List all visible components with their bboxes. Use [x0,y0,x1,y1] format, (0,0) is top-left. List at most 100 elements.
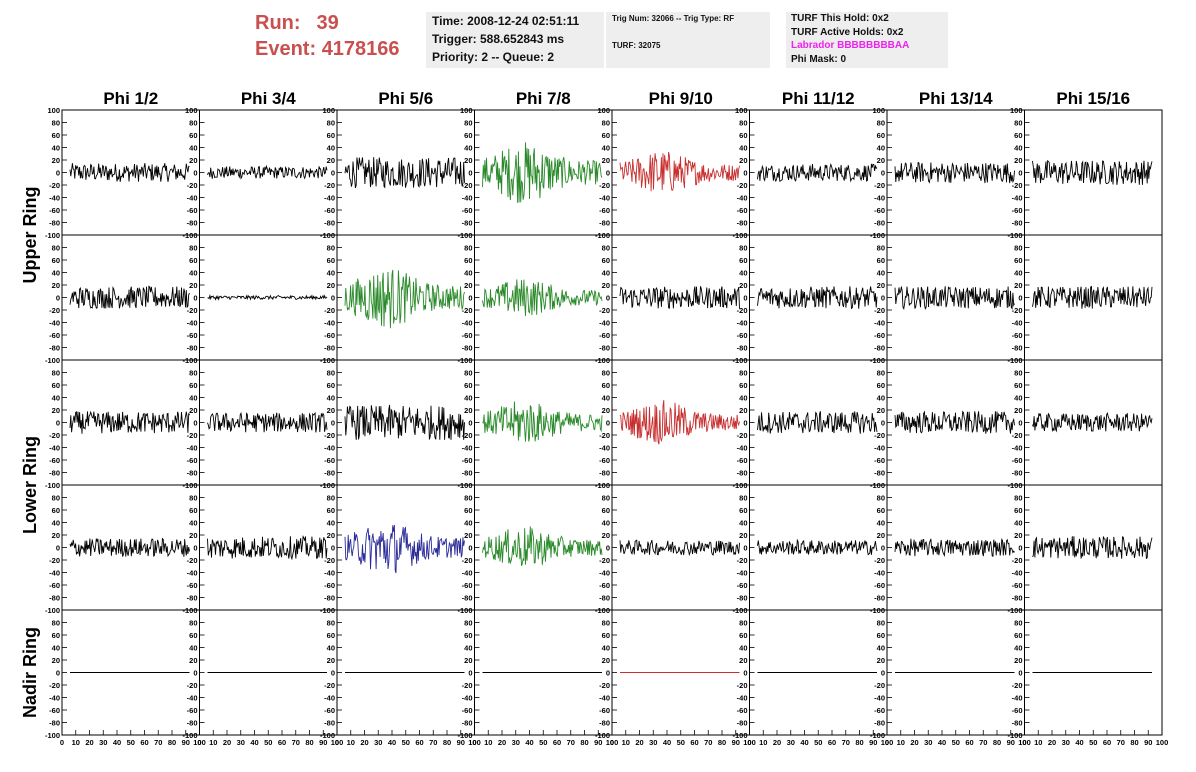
y-tick-label: -80 [462,219,473,228]
column-header: Phi 15/16 [1056,89,1130,108]
y-tick-label: -60 [462,706,473,715]
y-tick-label: -40 [187,569,198,578]
y-tick-label: 0 [1018,294,1022,303]
y-tick-label: -60 [462,331,473,340]
y-tick-label: -60 [462,581,473,590]
y-tick-label: -40 [462,444,473,453]
x-tick-label: 10 [759,738,767,747]
waveform-trace [757,411,878,434]
y-tick-label: 60 [739,506,747,515]
y-tick-label: 0 [743,419,747,428]
x-tick-label: 10 [897,738,905,747]
x-tick-label: 20 [498,738,506,747]
x-tick-label: 0 [747,738,751,747]
x-tick-label: 40 [525,738,533,747]
y-tick-label: 60 [602,381,610,390]
y-tick-label: -80 [1012,719,1023,728]
waveform-trace [1032,411,1153,433]
y-tick-label: 80 [1014,619,1022,628]
y-tick-label: -60 [874,706,885,715]
y-tick-label: -20 [462,431,473,440]
x-tick-label: 80 [305,738,313,747]
y-tick-label: 80 [327,119,335,128]
column-header: Phi 13/14 [919,89,993,108]
waveform-trace [207,293,328,301]
y-tick-label: 20 [464,531,472,540]
y-tick-label: -20 [462,181,473,190]
y-tick-label: 20 [1014,406,1022,415]
y-tick-label: -20 [187,556,198,565]
y-tick-label: 60 [327,381,335,390]
y-tick-label: 20 [877,281,885,290]
y-tick-label: 20 [189,656,197,665]
waveform-trace [619,400,740,445]
y-tick-label: 20 [464,406,472,415]
y-tick-label: 80 [464,119,472,128]
y-tick-label: 20 [602,281,610,290]
y-tick-label: -60 [737,581,748,590]
y-tick-label: 40 [327,394,335,403]
panel-frame [749,359,888,486]
y-tick-label: 20 [739,406,747,415]
y-tick-label: 0 [881,669,885,678]
y-tick-label: 20 [52,406,60,415]
y-tick-label: -40 [462,694,473,703]
y-tick-label: 20 [877,156,885,165]
y-tick-label: 80 [327,369,335,378]
x-tick-label: 0 [197,738,201,747]
y-tick-label: 40 [1014,144,1022,153]
y-tick-label: 40 [739,644,747,653]
y-tick-label: -20 [49,181,60,190]
x-tick-label: 90 [319,738,327,747]
y-tick-label: -40 [737,319,748,328]
y-tick-label: 0 [331,169,335,178]
y-tick-label: 60 [1014,381,1022,390]
x-tick-label: 90 [457,738,465,747]
y-tick-label: 40 [52,269,60,278]
x-tick-label: 0 [60,738,64,747]
y-tick-label: 20 [877,656,885,665]
y-tick-label: 0 [743,294,747,303]
y-tick-label: -40 [462,569,473,578]
y-tick-label: 20 [602,406,610,415]
y-tick-label: -100 [320,731,335,740]
y-tick-label: 40 [877,519,885,528]
y-tick-label: -40 [49,444,60,453]
y-tick-label: -60 [1012,706,1023,715]
y-tick-label: -40 [324,569,335,578]
y-tick-label: -40 [599,194,610,203]
y-tick-label: -60 [737,206,748,215]
x-tick-label: 60 [415,738,423,747]
y-tick-label: 40 [602,519,610,528]
y-tick-label: -40 [737,694,748,703]
y-tick-label: -40 [599,444,610,453]
waveform-trace [1032,285,1153,309]
y-tick-label: 80 [877,119,885,128]
y-tick-label: -20 [324,181,335,190]
y-tick-label: -60 [49,581,60,590]
y-tick-label: 20 [327,156,335,165]
y-tick-label: 60 [1014,631,1022,640]
y-tick-label: -60 [49,706,60,715]
y-tick-label: -60 [49,206,60,215]
y-tick-label: -80 [874,469,885,478]
y-tick-label: -100 [732,731,747,740]
x-tick-label: 50 [539,738,547,747]
y-tick-label: 40 [327,144,335,153]
x-tick-label: 60 [828,738,836,747]
x-tick-label: 50 [264,738,272,747]
y-tick-label: 0 [606,669,610,678]
x-tick-label: 80 [993,738,1001,747]
y-tick-label: 60 [739,256,747,265]
y-tick-label: -60 [874,206,885,215]
y-tick-label: -60 [324,206,335,215]
y-tick-label: 0 [743,544,747,553]
y-tick-label: 40 [739,144,747,153]
y-tick-label: -80 [49,719,60,728]
x-tick-label: 50 [1089,738,1097,747]
y-tick-label: 40 [52,144,60,153]
y-tick-label: -40 [737,444,748,453]
y-tick-label: -80 [737,594,748,603]
y-tick-label: -20 [49,431,60,440]
y-tick-label: -40 [187,194,198,203]
